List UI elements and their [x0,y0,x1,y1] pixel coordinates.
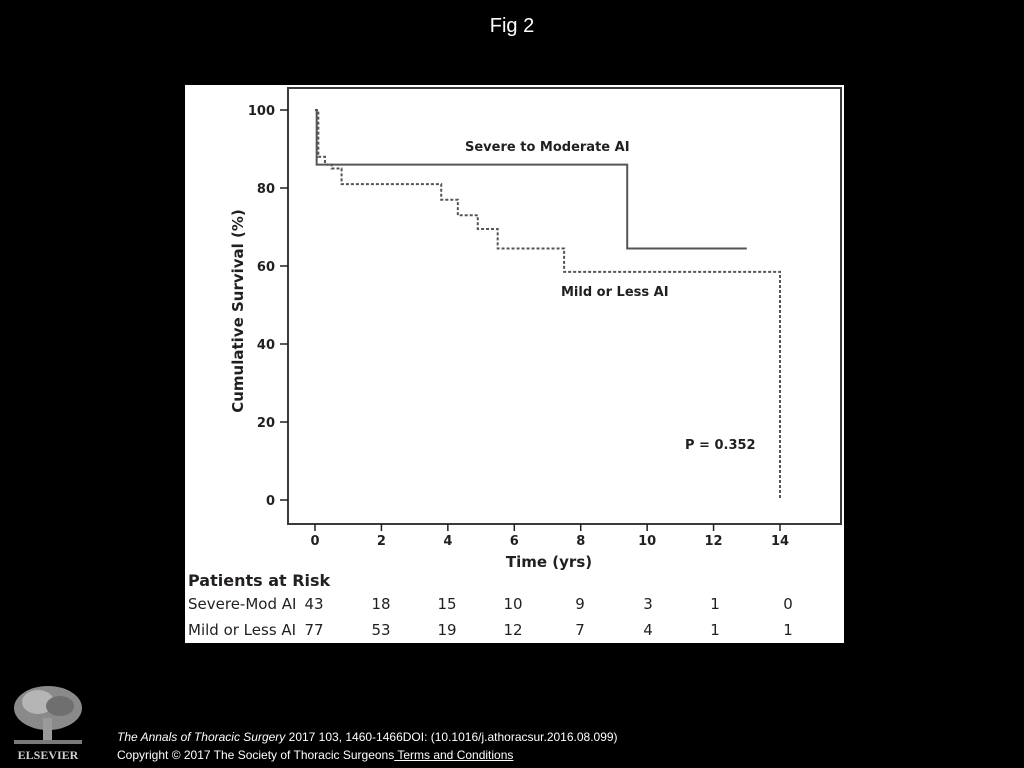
y-tick-label: 0 [266,494,275,509]
risk-row-severe: Severe-Mod AI 43 18 15 10 9 3 1 0 [188,595,838,615]
risk-cell: 18 [371,595,391,613]
series-layer [315,109,781,500]
y-tick-label: 60 [257,260,275,275]
risk-cell: 1 [710,621,720,639]
x-tick-label: 2 [377,534,386,549]
risk-cell: 1 [710,595,720,613]
risk-row-mild: Mild or Less AI 77 53 19 12 7 4 1 1 [188,621,838,641]
copyright-text: Copyright © 2017 The Society of Thoracic… [117,748,395,762]
x-tick-label: 4 [443,534,452,549]
risk-cell: 12 [503,621,523,639]
y-tick-label: 40 [257,338,275,353]
x-tick-label: 0 [310,534,319,549]
x-tick-label: 14 [771,534,789,549]
risk-cell: 3 [643,595,653,613]
x-tick-label: 6 [510,534,519,549]
y-tick-label: 80 [257,182,275,197]
terms-and-conditions-link[interactable]: Terms and Conditions [394,748,514,762]
series-line-mild-or-less [315,109,781,500]
series-label-severe: Severe to Moderate AI [465,140,630,155]
risk-row-label: Severe-Mod AI [188,595,297,613]
risk-cell: 4 [643,621,653,639]
citation-text: 2017 103, 1460-1466DOI: (10.1016/j.athor… [285,730,618,744]
x-tick-label: 8 [576,534,585,549]
risk-cell: 43 [304,595,324,613]
risk-cell: 77 [304,621,324,639]
risk-cell: 0 [783,595,793,613]
risk-cell: 15 [437,595,457,613]
logo-text: ELSEVIER [18,748,79,762]
figure-panel: 0 20 40 60 80 100 0 2 4 6 8 10 12 14 Cumulative Surv… [185,85,844,643]
series-label-mild: Mild or Less AI [561,285,669,300]
journal-name: The Annals of Thoracic Surgery [117,730,286,744]
risk-cell: 7 [575,621,585,639]
risk-cell: 19 [437,621,457,639]
x-axis-label: Time (yrs) [506,553,592,571]
risk-cell: 53 [371,621,391,639]
citation-line: The Annals of Thoracic Surgery 2017 103,… [117,730,618,744]
risk-table-title: Patients at Risk [188,571,331,590]
y-axis: 0 20 40 60 80 100 [248,104,288,509]
y-tick-label: 20 [257,416,275,431]
risk-cell: 1 [783,621,793,639]
copyright-line: Copyright © 2017 The Society of Thoracic… [117,748,513,762]
slide-title: Fig 2 [489,15,535,37]
risk-row-label: Mild or Less AI [188,621,297,639]
y-axis-label: Cumulative Survival (%) [229,209,247,413]
km-chart: 0 20 40 60 80 100 0 2 4 6 8 10 12 14 Cumulative Surv… [229,87,842,571]
p-value-annotation: P = 0.352 [685,438,756,453]
risk-cell: 10 [503,595,523,613]
elsevier-tree-logo: ELSEVIER [8,682,88,762]
x-tick-label: 10 [638,534,656,549]
x-tick-label: 12 [705,534,723,549]
x-axis: 0 2 4 6 8 10 12 14 [310,524,789,549]
risk-cell: 9 [575,595,585,613]
series-line-severe-to-moderate [315,109,747,250]
y-tick-label: 100 [248,104,275,119]
plot-area-frame [287,87,842,525]
